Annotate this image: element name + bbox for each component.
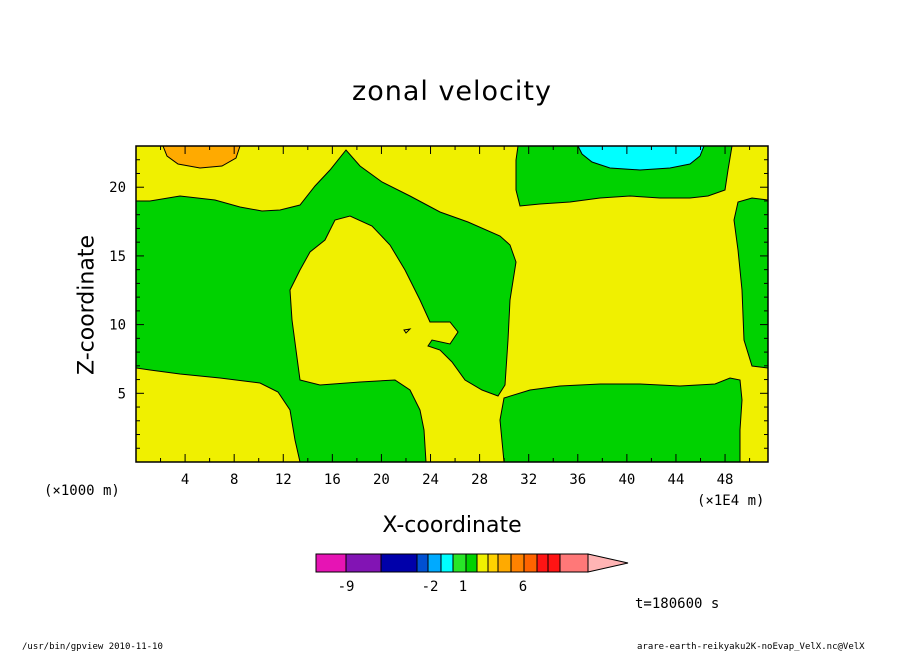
colorbar-box: [510, 553, 525, 573]
y-tick-label: 5: [118, 386, 126, 402]
time-label: t=180600 s: [635, 596, 720, 612]
x-tick-label: 8: [230, 472, 238, 488]
colorbar-arrow: [587, 553, 629, 573]
x-tick-label: 24: [422, 472, 439, 488]
colorbar-box: [315, 553, 347, 573]
colorbar-box: [559, 553, 589, 573]
colorbar-box: [427, 553, 442, 573]
x-tick-label: 28: [471, 472, 488, 488]
x-tick-label: 32: [520, 472, 537, 488]
colorbar-box: [547, 553, 561, 573]
y-tick-label: 20: [109, 180, 126, 196]
y-tick-label: 10: [109, 318, 126, 334]
small-contour: [403, 328, 412, 334]
colorbar-box: [345, 553, 382, 573]
colorbar-box: [465, 553, 478, 573]
x-tick-label: 44: [668, 472, 685, 488]
x-tick-label: 36: [569, 472, 586, 488]
colorbar-tick-label: 6: [519, 579, 527, 595]
x-tick-label: 48: [717, 472, 734, 488]
x-unit-label: (×1000 m): [44, 483, 120, 499]
x-tick-label: 16: [324, 472, 341, 488]
plot-frame: [135, 145, 769, 463]
footer-left: /usr/bin/gpview 2010-11-10: [22, 642, 163, 652]
region-orange-top-left: [162, 145, 241, 169]
colorbar-box: [536, 553, 549, 573]
region-green-bottom-right: [499, 377, 743, 463]
colorbar-tick-label: -9: [338, 579, 355, 595]
colorbar-tick-label: -2: [422, 579, 439, 595]
contour-regions: [135, 145, 769, 463]
colorbar-tick-label: 1: [459, 579, 467, 595]
colorbar-box: [476, 553, 489, 573]
x-tick-label: 40: [618, 472, 635, 488]
x-scale-label: (×1E4 m): [697, 493, 765, 509]
footer-right: arare-earth-reikyaku2K-noEvap_VelX.nc@Ve…: [637, 642, 865, 652]
colorbar-box: [452, 553, 467, 573]
colorbar-box: [487, 553, 499, 573]
colorbar: -9 -2 1 6: [315, 553, 629, 595]
colorbar-box: [497, 553, 512, 573]
chart-title: zonal velocity: [352, 76, 552, 107]
x-tick-label: 4: [181, 472, 189, 488]
x-tick-label: 12: [275, 472, 292, 488]
region-green-left: [135, 149, 517, 463]
colorbar-box: [523, 553, 538, 573]
region-green-right-edge: [733, 197, 769, 369]
colorbar-box: [416, 553, 429, 573]
y-tick-label: 15: [109, 249, 126, 265]
colorbar-box: [440, 553, 454, 573]
x-tick-label: 20: [373, 472, 390, 488]
region-cyan-top-right: [577, 145, 705, 171]
x-axis-label: X-coordinate: [382, 513, 522, 538]
colorbar-box: [380, 553, 418, 573]
